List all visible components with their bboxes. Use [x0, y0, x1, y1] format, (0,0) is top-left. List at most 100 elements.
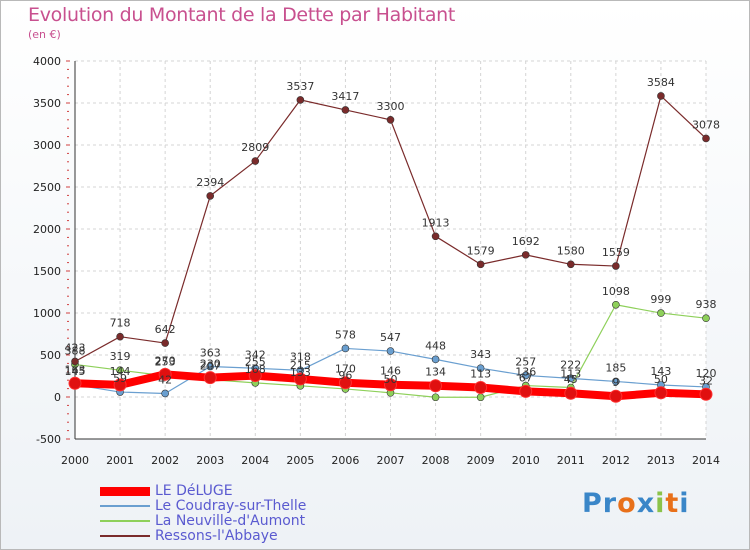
data-point: [609, 389, 623, 403]
y-tick-label: 2500: [33, 181, 61, 194]
data-label: 168: [245, 363, 266, 376]
data-label: 938: [696, 298, 717, 311]
data-label: 222: [560, 358, 581, 371]
data-label: 3078: [692, 118, 720, 131]
data-point: [702, 314, 710, 323]
legend-label: La Neuville-d'Aumont: [155, 513, 306, 529]
y-tick-label: 3500: [33, 97, 61, 110]
data-label: 163: [65, 363, 86, 376]
data-label: 423: [65, 341, 86, 354]
data-point: [384, 378, 397, 392]
data-label: 3584: [647, 76, 675, 89]
data-label: 133: [290, 366, 311, 379]
data-point: [431, 355, 440, 364]
x-tick-label: 2002: [151, 454, 179, 467]
data-label: 170: [335, 363, 356, 376]
data-label: 343: [470, 348, 491, 361]
logo-letter: P: [582, 488, 603, 519]
data-label: 96: [338, 369, 352, 382]
data-label: 67: [519, 371, 533, 384]
legend-swatch: [100, 535, 150, 537]
data-label: 448: [425, 339, 446, 352]
data-label: 3537: [286, 80, 314, 93]
data-label: 145: [65, 365, 86, 378]
data-label: 134: [425, 366, 446, 379]
x-tick-label: 2010: [512, 454, 540, 467]
data-point: [566, 374, 575, 383]
data-point: [338, 376, 352, 390]
legend-swatch: [100, 487, 150, 496]
data-point: [654, 386, 668, 400]
data-point: [474, 381, 488, 395]
x-tick-label: 2001: [106, 454, 134, 467]
data-point: [476, 393, 485, 402]
data-label: 1579: [467, 244, 495, 257]
data-label: 999: [650, 293, 671, 306]
data-label: 642: [155, 323, 176, 336]
data-point: [657, 92, 665, 100]
data-label: 32: [699, 374, 713, 387]
data-label: 253: [155, 356, 176, 369]
legend-swatch: [100, 520, 150, 522]
data-point: [564, 386, 578, 400]
data-label: 578: [335, 328, 356, 341]
data-point: [341, 106, 350, 114]
data-label: 207: [200, 360, 221, 373]
data-label: 1692: [512, 235, 540, 248]
data-label: 718: [110, 317, 131, 330]
x-tick-label: 2008: [422, 454, 450, 467]
data-point: [386, 347, 395, 355]
data-label: 3417: [331, 90, 359, 103]
data-point: [158, 367, 172, 381]
data-point: [476, 364, 485, 372]
data-point: [521, 371, 530, 380]
data-label: 1098: [602, 285, 630, 298]
data-label: 9: [612, 376, 619, 389]
y-tick-label: 500: [40, 349, 61, 362]
x-tick-label: 2006: [331, 454, 359, 467]
x-tick-label: 2003: [196, 454, 224, 467]
y-tick-label: 3000: [33, 139, 61, 152]
data-label: 120: [696, 367, 717, 380]
data-point: [431, 393, 440, 402]
data-label: 255: [245, 356, 266, 369]
data-point: [293, 372, 307, 386]
data-point: [476, 260, 485, 269]
chart-subtitle: (en €): [28, 28, 61, 41]
data-label: 146: [380, 365, 401, 378]
data-label: 230: [200, 358, 221, 371]
legend-label: Le Coudray-sur-Thelle: [155, 498, 307, 514]
data-label: 257: [515, 355, 536, 368]
data-point: [612, 377, 620, 386]
data-point: [519, 384, 533, 398]
data-label: 45: [564, 373, 578, 386]
x-tick-label: 2005: [286, 454, 314, 467]
data-label: 3300: [377, 100, 405, 113]
data-label: 388: [65, 344, 86, 357]
data-point: [296, 96, 305, 104]
legend-swatch: [100, 505, 150, 507]
data-point: [612, 300, 620, 309]
data-point: [161, 389, 169, 398]
x-tick-label: 2012: [602, 454, 630, 467]
data-point: [161, 339, 169, 347]
data-label: 318: [290, 350, 311, 363]
data-label: 42: [158, 373, 172, 386]
logo-letter: i: [655, 488, 666, 519]
data-label: 185: [605, 361, 626, 374]
data-point: [612, 262, 620, 270]
data-point: [386, 116, 395, 124]
data-point: [341, 344, 350, 353]
data-point: [68, 376, 82, 390]
data-point: [71, 357, 79, 366]
logo-letter: t: [665, 488, 680, 519]
x-tick-label: 2013: [647, 454, 675, 467]
data-label: 215: [290, 359, 311, 372]
data-label: 50: [654, 373, 668, 386]
data-label: 143: [650, 365, 671, 378]
y-tick-label: -500: [36, 433, 61, 446]
chart-title: Evolution du Montant de la Dette par Hab…: [28, 4, 456, 26]
data-label: 1580: [557, 244, 585, 257]
data-point: [206, 192, 215, 200]
